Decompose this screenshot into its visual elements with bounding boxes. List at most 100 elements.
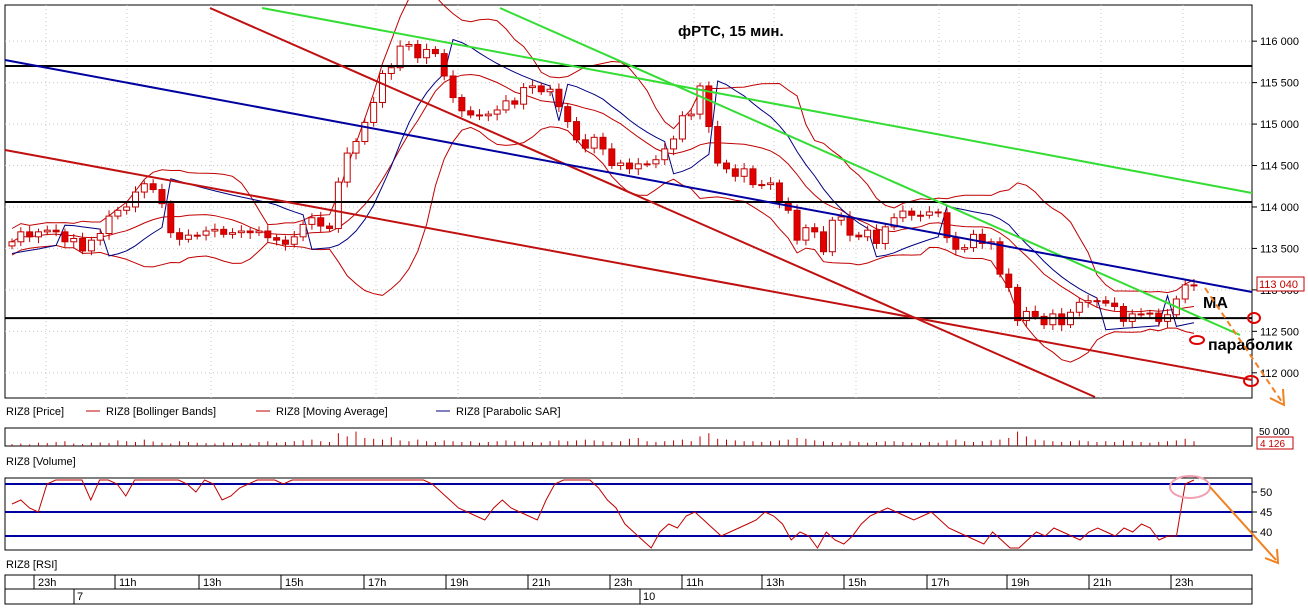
time-label: 11h: [686, 577, 704, 589]
candle-body: [996, 241, 1004, 275]
candle-body: [864, 229, 872, 238]
candle-body: [1093, 300, 1101, 303]
time-label: 13h: [203, 577, 221, 589]
parabolic-sar: [11, 38, 1195, 331]
y-axis: 116 000 115 500 115 000 114 500 114 000 113 5…: [1252, 36, 1299, 380]
candle-body: [317, 217, 325, 227]
candle-body: [820, 231, 828, 253]
last-price-box: [1256, 276, 1305, 292]
candle-body: [8, 241, 16, 247]
candle-body: [670, 138, 678, 150]
candle-body: [828, 219, 836, 253]
time-label: 17h: [931, 577, 949, 589]
candle-body: [1119, 305, 1127, 322]
candle-body: [793, 209, 801, 241]
candle-body: [290, 236, 298, 245]
candle-body: [872, 229, 880, 244]
candle-body: [714, 126, 722, 164]
candle-body: [528, 85, 536, 89]
date-label: 7: [77, 591, 83, 603]
candle-body: [123, 206, 131, 211]
candle-body: [1102, 300, 1110, 304]
candle-body: [1014, 286, 1022, 322]
candle-body: [643, 163, 651, 166]
candle-body: [925, 211, 933, 216]
candle-body: [70, 237, 78, 243]
candle-body: [1040, 315, 1048, 326]
candle-body: [908, 210, 916, 216]
candle-body: [917, 214, 925, 217]
time-label: 15h: [285, 577, 303, 589]
trend-line-green-1: [261, 7, 1253, 194]
rsi-axis: 50 45 40: [1252, 487, 1272, 539]
candle-body: [758, 184, 766, 187]
marker-circle-2: [1189, 335, 1205, 345]
forecast-arrow-2: [1209, 486, 1277, 561]
trend-line-blue: [4, 59, 1253, 293]
candle-body: [1084, 300, 1092, 303]
trend-line-red-2: [4, 149, 1253, 381]
candle-body: [1022, 310, 1030, 322]
forecast-arrow-1: [1204, 287, 1283, 403]
volume-tick-top: 50 000: [1259, 427, 1290, 438]
candle-body: [96, 233, 104, 241]
candle-body: [343, 152, 351, 183]
candle-body: [705, 85, 713, 128]
candle-body: [387, 67, 395, 74]
candle-body: [846, 216, 854, 236]
candle-body: [943, 212, 951, 239]
candle-body: [855, 234, 863, 238]
candle-body: [890, 217, 898, 228]
time-label: 11h: [119, 577, 137, 589]
candle-body: [625, 162, 633, 170]
candle-body: [158, 189, 166, 205]
time-label: 19h: [1011, 577, 1029, 589]
candle-body: [26, 231, 34, 238]
candle-body: [1190, 284, 1198, 287]
candle-body: [273, 237, 281, 241]
candle-body: [87, 239, 95, 252]
candle-body: [361, 121, 369, 142]
candle-body: [811, 227, 819, 233]
bollinger-upper: [11, 0, 1195, 294]
candle-body: [899, 210, 907, 219]
volume-last-box: [1256, 436, 1294, 450]
candle-body: [220, 228, 228, 235]
time-label: 13h: [766, 577, 784, 589]
candle-body: [1075, 301, 1083, 313]
candle-body: [1181, 284, 1189, 300]
time-label: 15h: [848, 577, 866, 589]
candle-body: [978, 233, 986, 244]
annotation-parabolic: параболик: [1208, 337, 1293, 354]
candle-body: [775, 182, 783, 203]
candle-body: [299, 223, 307, 238]
time-label: 21h: [532, 577, 550, 589]
candle-body: [114, 209, 122, 217]
candle-body: [229, 232, 237, 235]
candle-body: [749, 168, 757, 186]
candle-body: [458, 97, 466, 112]
candle-body: [34, 231, 42, 238]
candle-body: [1031, 310, 1039, 317]
candle-body: [581, 139, 589, 149]
candle-body: [537, 85, 545, 93]
date-label: 10: [643, 591, 655, 603]
candle-body: [564, 106, 572, 123]
candle-body: [599, 136, 607, 150]
moving-average-line: [11, 73, 1195, 313]
candle-body: [687, 113, 695, 117]
trend-lines: [4, 7, 1253, 398]
candle-body: [634, 163, 642, 170]
candle-body: [255, 230, 263, 234]
candle-body: [449, 75, 457, 99]
candle-body: [740, 168, 748, 177]
candle-body: [414, 43, 422, 59]
candle-body: [608, 148, 616, 167]
rsi-tick-label: 50: [1260, 487, 1272, 499]
candle-body: [334, 181, 342, 230]
y-tick-label: 115 000: [1260, 119, 1299, 131]
candle-body: [696, 85, 704, 115]
y-tick-label: 113 500: [1260, 243, 1299, 255]
candle-body: [326, 225, 334, 230]
candle-body: [184, 234, 192, 240]
